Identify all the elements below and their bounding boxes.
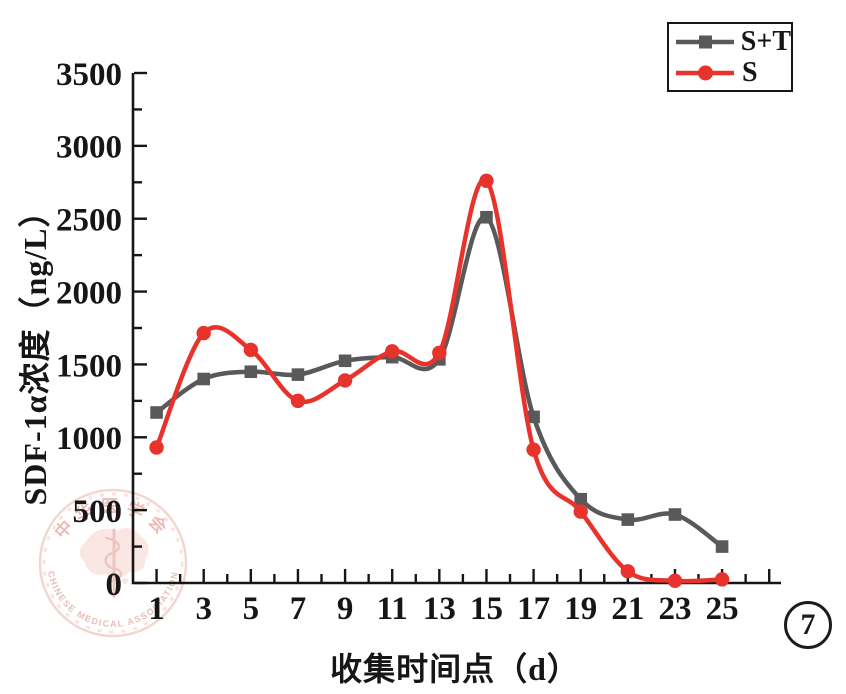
x-tick-label: 25: [706, 591, 739, 627]
caduceus-icon: [104, 528, 122, 598]
y-axis-title: SDF-1α浓度（ng/L）: [17, 194, 53, 506]
series-marker-square: [715, 540, 729, 553]
series-marker-square: [668, 508, 682, 521]
y-tick-label: 1000: [56, 421, 122, 457]
x-tick-label: 19: [564, 591, 597, 627]
legend-square-marker-icon: [699, 35, 712, 48]
x-tick-label: 13: [423, 591, 456, 627]
series-marker-square: [480, 210, 493, 224]
series-marker-square: [244, 365, 258, 379]
series-marker-circle: [714, 572, 730, 587]
series-marker-circle: [667, 573, 683, 589]
series-marker-circle: [432, 345, 447, 360]
legend-item-s-plus-t: S+T: [673, 27, 791, 57]
y-tick-label: 500: [73, 494, 123, 530]
axis-lines: [131, 73, 781, 585]
legend-circle-marker-icon: [698, 65, 713, 80]
series-marker-square: [197, 372, 210, 386]
legend-swatch-s-plus-t: [676, 35, 734, 48]
series-marker-circle: [290, 393, 306, 409]
x-tick-label: 9: [337, 591, 354, 627]
y-tick-label: 0: [106, 567, 123, 603]
series-marker-circle: [526, 442, 541, 457]
series-marker-circle: [149, 440, 164, 455]
y-tick-label: 1500: [56, 348, 122, 384]
x-tick-label: 1: [148, 591, 165, 627]
legend-label-s: S: [742, 56, 758, 88]
series-marker-circle: [243, 342, 259, 358]
china-map-island: [122, 578, 128, 584]
series-marker-square: [621, 513, 635, 526]
y-tick-label: 2000: [56, 275, 122, 311]
legend-swatch-s: [676, 65, 734, 80]
x-tick-label: 15: [470, 591, 503, 627]
series-marker-square: [150, 406, 163, 419]
x-tick-label: 21: [611, 591, 644, 627]
watermark-outer-ring: [38, 488, 188, 638]
series-marker-circle: [196, 325, 211, 341]
x-tick-label: 5: [243, 591, 260, 627]
series-line: [154, 215, 725, 549]
x-tick-label: 11: [377, 591, 408, 627]
watermark-petal-ring: [42, 492, 184, 634]
series-marker-square: [291, 368, 305, 381]
x-tick-label: 7: [290, 591, 307, 627]
y-tick-label: 2500: [56, 203, 122, 239]
legend-item-s: S: [673, 58, 791, 88]
series-marker-circle: [620, 564, 636, 579]
legend: S+T S: [667, 22, 793, 92]
legend-label-s-plus-t: S+T: [740, 25, 791, 57]
x-tick-label: 23: [658, 591, 691, 627]
x-axis-title: 收集时间点（d）: [330, 651, 580, 687]
series-marker-circle: [479, 173, 494, 189]
series-marker-circle: [573, 504, 588, 519]
series-marker-circle: [385, 344, 400, 359]
x-tick-label: 17: [517, 591, 550, 627]
series-marker-square: [527, 410, 540, 424]
y-tick-label: 3000: [56, 130, 122, 166]
series-marker-circle: [337, 373, 353, 388]
series-marker-square: [338, 354, 352, 368]
figure-number-badge: 7: [784, 601, 832, 649]
x-tick-label: 3: [195, 591, 212, 627]
series-marker-square: [574, 492, 588, 506]
y-tick-label: 3500: [56, 57, 122, 93]
